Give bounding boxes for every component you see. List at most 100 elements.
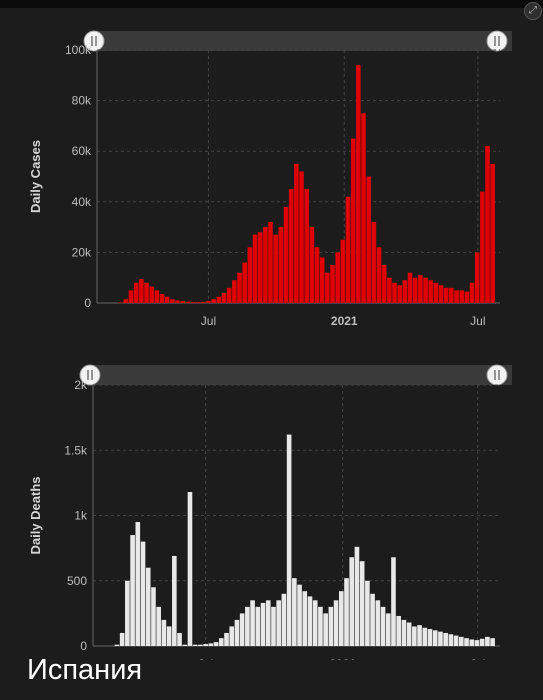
bar [257,232,263,303]
bar [125,580,130,646]
bar [218,638,224,646]
y-tick-label: 80k [72,94,92,108]
bar [187,492,193,646]
handle-knob[interactable] [79,364,101,386]
bar [323,613,328,646]
y-tick-label: 20k [72,245,92,259]
range-slider-right-handle[interactable] [486,30,508,52]
bar [166,626,172,646]
bar [350,138,356,303]
bar [309,227,315,303]
bar [263,227,268,303]
bar [302,591,308,646]
bar [234,619,240,646]
cases-chart: 0 20k 40k 60k 80k 100k Jul 2021 Jul Daily Cases [28,30,512,328]
bar [139,278,144,303]
x-tick-label: Jul [201,314,216,328]
y-tick-label: 1k [74,509,88,523]
bar [333,600,339,646]
bar [469,639,475,646]
range-slider-left-handle[interactable] [79,364,101,386]
range-slider-right-handle[interactable] [486,364,508,386]
bar [338,591,344,646]
bar [325,272,330,303]
bar [469,282,475,303]
bar [123,299,129,303]
bar [464,638,469,646]
bar [170,299,175,303]
bar [375,600,381,646]
bar [154,290,160,303]
handle-knob[interactable] [486,30,508,52]
bar [328,606,334,646]
bar [265,600,271,646]
bar [268,222,273,303]
bar [365,580,370,646]
bar [119,632,125,646]
bar [286,434,292,646]
bar [490,638,495,646]
bar [133,282,139,303]
bar [288,189,294,303]
bar [211,299,216,303]
bar [252,234,258,303]
bar [422,627,428,646]
bar [224,632,229,646]
x-tick-label: Jul [470,657,485,660]
bar [449,287,454,303]
bar [361,113,366,303]
bar [318,606,323,646]
deaths-chart: 0 500 1k 1.5k 2k Jul 2021 Jul Daily Deaths [28,364,512,660]
y-tick-label: 100k [65,43,92,57]
bar [438,631,443,646]
expand-icon[interactable]: ⤢ [524,2,542,20]
bar [340,239,346,303]
bar [135,522,141,646]
bar [229,626,235,646]
bar [344,578,349,646]
handle-knob[interactable] [83,30,105,52]
bar [145,567,151,646]
bar [412,277,418,303]
bar [221,292,227,303]
bar [401,619,407,646]
bar [335,252,340,303]
bar [255,606,261,646]
bar [314,247,320,303]
deaths-chart-panel: 0 500 1k 1.5k 2k Jul 2021 Jul Daily Deaths [0,340,543,660]
bar [376,247,382,303]
bar [474,640,480,646]
bar [130,535,135,646]
bar [432,630,438,646]
y-axis-title: Daily Deaths [28,476,43,554]
bar [216,296,222,303]
range-slider-track[interactable] [91,31,512,51]
y-tick-label: 0 [80,639,87,653]
bar [387,277,392,303]
bar [175,300,180,303]
bar [443,632,448,646]
y-tick-label: 500 [67,574,87,588]
bar [281,593,287,646]
bar [370,593,375,646]
handle-knob[interactable] [486,364,508,386]
bar [371,222,377,303]
bar [185,301,191,303]
bar [428,280,433,303]
x-tick-label: 2021 [329,657,356,660]
bar [406,622,412,646]
range-slider-left-handle[interactable] [83,30,105,52]
bar [198,644,203,646]
bar [177,632,182,646]
bar [485,636,490,646]
bar [438,285,444,303]
bar [271,606,276,646]
bar [128,290,134,303]
bar [479,638,485,646]
y-tick-label: 0 [84,296,91,310]
range-slider-track[interactable] [87,365,512,385]
cases-chart-panel: 0 20k 40k 60k 80k 100k Jul 2021 Jul Daily Cases [0,0,543,340]
bar [380,606,386,646]
x-tick-label: Jul [198,657,213,660]
bar [490,163,495,303]
